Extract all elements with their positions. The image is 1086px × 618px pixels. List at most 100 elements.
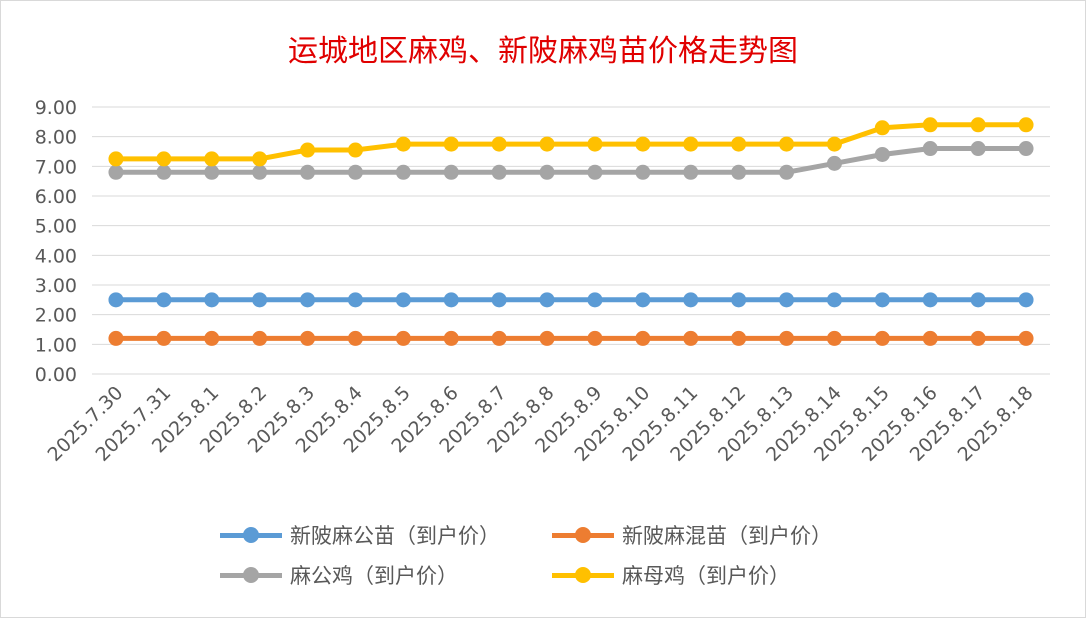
series-0-point-11 — [635, 292, 651, 308]
series-2-point-8 — [491, 164, 507, 180]
series-2-point-6 — [395, 164, 411, 180]
series-2-point-9 — [539, 164, 555, 180]
series-3-point-4 — [300, 142, 316, 158]
series-2-point-17 — [922, 141, 938, 157]
series-0-point-5 — [347, 292, 363, 308]
y-tick-label-2: 2.00 — [35, 305, 77, 327]
series-1-point-17 — [922, 330, 938, 346]
series-2-point-5 — [347, 164, 363, 180]
legend-item-2: 麻公鸡（到户价） — [220, 560, 458, 590]
series-3-point-11 — [635, 136, 651, 152]
series-3-point-12 — [683, 136, 699, 152]
y-tick-label-4: 4.00 — [35, 245, 77, 267]
series-1-point-1 — [156, 330, 172, 346]
chart-title: 运城地区麻鸡、新陂麻鸡苗价格走势图 — [288, 34, 798, 69]
series-3-point-8 — [491, 136, 507, 152]
series-0-point-19 — [1018, 292, 1034, 308]
series-1-point-2 — [204, 330, 220, 346]
series-1-point-0 — [108, 330, 124, 346]
series-0-point-12 — [683, 292, 699, 308]
series-0-point-6 — [395, 292, 411, 308]
series-1-point-18 — [970, 330, 986, 346]
series-0-point-9 — [539, 292, 555, 308]
y-tick-label-1: 1.00 — [35, 334, 77, 356]
y-tick-label-6: 6.00 — [35, 186, 77, 208]
series-0-point-1 — [156, 292, 172, 308]
series-2-point-13 — [731, 164, 747, 180]
series-2-point-15 — [826, 155, 842, 171]
series-1-point-8 — [491, 330, 507, 346]
series-2-point-7 — [443, 164, 459, 180]
series-3-point-1 — [156, 151, 172, 167]
y-tick-label-5: 5.00 — [35, 216, 77, 238]
series-1-point-15 — [826, 330, 842, 346]
series-0-point-8 — [491, 292, 507, 308]
series-0-point-2 — [204, 292, 220, 308]
series-0-point-0 — [108, 292, 124, 308]
legend-label-1: 新陂麻混苗（到户价） — [622, 524, 832, 548]
series-1-point-16 — [874, 330, 890, 346]
series-3-point-14 — [779, 136, 795, 152]
y-tick-label-0: 0.00 — [35, 364, 77, 386]
y-tick-label-9: 9.00 — [35, 97, 77, 119]
series-line-3 — [113, 122, 1029, 162]
series-2-point-16 — [874, 146, 890, 162]
series-0-point-4 — [300, 292, 316, 308]
series-2-point-3 — [252, 164, 268, 180]
series-3-point-13 — [731, 136, 747, 152]
series-3-point-6 — [395, 136, 411, 152]
series-1-point-5 — [347, 330, 363, 346]
series-3-point-17 — [922, 117, 938, 133]
series-1-point-19 — [1018, 330, 1034, 346]
legend-swatch-1 — [552, 526, 614, 544]
y-tick-label-8: 8.00 — [35, 127, 77, 149]
series-3-point-19 — [1018, 117, 1034, 133]
series-1-point-3 — [252, 330, 268, 346]
series-0-point-16 — [874, 292, 890, 308]
series-0-point-18 — [970, 292, 986, 308]
series-2-point-4 — [300, 164, 316, 180]
series-1-point-4 — [300, 330, 316, 346]
series-3-point-10 — [587, 136, 603, 152]
series-1-point-7 — [443, 330, 459, 346]
series-2-point-14 — [779, 164, 795, 180]
y-tick-label-3: 3.00 — [35, 275, 77, 297]
legend-item-0: 新陂麻公苗（到户价） — [220, 520, 500, 550]
series-3-point-15 — [826, 136, 842, 152]
series-3-point-9 — [539, 136, 555, 152]
series-1-point-9 — [539, 330, 555, 346]
series-0-point-17 — [922, 292, 938, 308]
legend-label-2: 麻公鸡（到户价） — [290, 564, 458, 588]
legend-swatch-3 — [552, 566, 614, 584]
series-2-point-11 — [635, 164, 651, 180]
series-2-point-18 — [970, 141, 986, 157]
series-2-point-19 — [1018, 141, 1034, 157]
legend-label-3: 麻母鸡（到户价） — [622, 564, 790, 588]
series-3-point-2 — [204, 151, 220, 167]
series-3-point-0 — [108, 151, 124, 167]
series-0-point-15 — [826, 292, 842, 308]
legend-label-0: 新陂麻公苗（到户价） — [290, 524, 500, 548]
series-0-point-7 — [443, 292, 459, 308]
legend-swatch-0 — [220, 526, 282, 544]
series-0-point-14 — [779, 292, 795, 308]
series-line-2 — [113, 146, 1029, 175]
series-1-point-10 — [587, 330, 603, 346]
series-2-point-0 — [108, 164, 124, 180]
series-2-point-1 — [156, 164, 172, 180]
series-0-point-10 — [587, 292, 603, 308]
legend-swatch-2 — [220, 566, 282, 584]
series-2-point-2 — [204, 164, 220, 180]
series-2-point-12 — [683, 164, 699, 180]
series-3-point-5 — [347, 142, 363, 158]
series-3-point-16 — [874, 120, 890, 136]
legend-item-1: 新陂麻混苗（到户价） — [552, 520, 832, 550]
series-2-point-10 — [587, 164, 603, 180]
series-0-point-3 — [252, 292, 268, 308]
series-3-point-3 — [252, 151, 268, 167]
series-0-point-13 — [731, 292, 747, 308]
series-1-point-14 — [779, 330, 795, 346]
series-1-point-12 — [683, 330, 699, 346]
series-1-point-13 — [731, 330, 747, 346]
